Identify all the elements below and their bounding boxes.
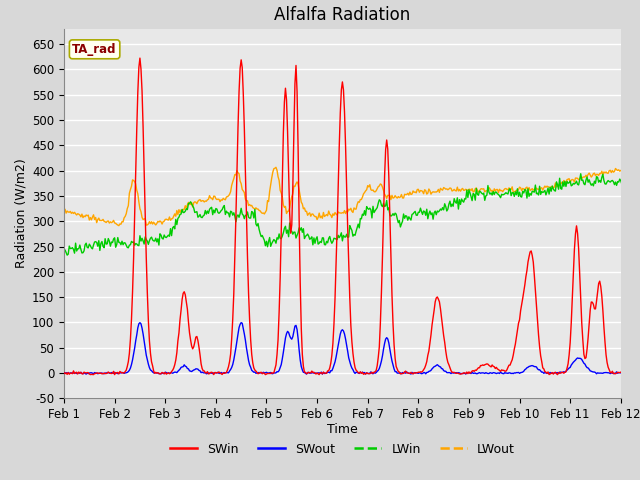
LWout (305, 211, 312, 216)
LWout (176, 210, 184, 216)
LWout (272, 165, 280, 170)
Text: TA_rad: TA_rad (72, 43, 117, 56)
LWout (60, 210, 68, 216)
SWin (86, 372, 94, 377)
LWout (161, 218, 168, 224)
Y-axis label: Radiation (W/m2): Radiation (W/m2) (15, 159, 28, 268)
SWout (161, 371, 168, 376)
SWin (487, 364, 495, 370)
LWin (618, 181, 626, 187)
SWout (487, 370, 495, 376)
LWout (487, 188, 495, 194)
LWin (591, 180, 599, 186)
Legend: SWin, SWout, LWin, LWout: SWin, SWout, LWin, LWout (165, 438, 520, 460)
SWin (60, 370, 68, 376)
SWin (305, 369, 312, 375)
Line: SWout: SWout (64, 323, 622, 374)
Line: SWin: SWin (64, 58, 622, 374)
SWout (418, 371, 426, 377)
SWout (176, 366, 184, 372)
SWout (237, 320, 245, 325)
LWin (486, 191, 494, 197)
X-axis label: Time: Time (327, 422, 358, 435)
SWin (418, 369, 426, 375)
SWin (136, 55, 144, 61)
LWin (60, 249, 68, 255)
LWin (304, 231, 312, 237)
LWout (418, 188, 426, 193)
SWout (60, 370, 68, 376)
SWout (591, 370, 599, 375)
LWin (63, 252, 71, 258)
LWin (577, 171, 584, 177)
Title: Alfalfa Radiation: Alfalfa Radiation (275, 6, 410, 24)
SWout (83, 371, 90, 377)
LWout (618, 167, 626, 172)
SWin (161, 370, 169, 375)
LWout (115, 223, 123, 228)
SWin (177, 308, 185, 313)
LWin (176, 212, 184, 217)
LWout (591, 173, 599, 179)
LWin (161, 232, 168, 238)
SWout (305, 370, 312, 376)
SWin (618, 370, 626, 376)
Line: LWin: LWin (64, 174, 622, 255)
SWout (618, 371, 626, 376)
Line: LWout: LWout (64, 168, 622, 226)
SWin (591, 306, 599, 312)
LWin (417, 205, 424, 211)
